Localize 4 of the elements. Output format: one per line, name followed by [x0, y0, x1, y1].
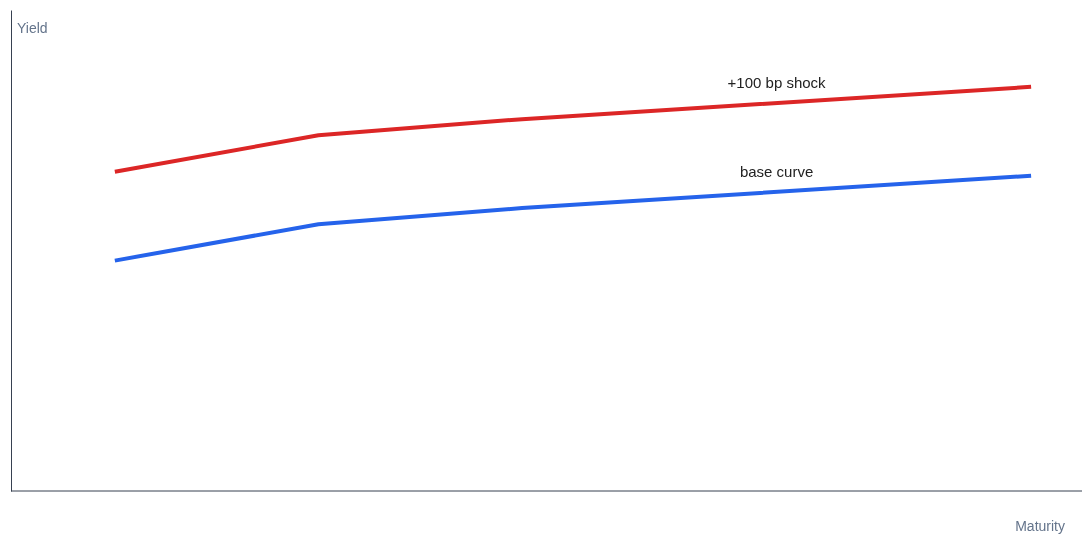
y-axis-title: Yield — [17, 20, 48, 36]
series-label: +100 bp shock — [727, 73, 827, 91]
x-axis-title: Maturity — [1015, 518, 1065, 534]
series-label: base curve — [739, 162, 814, 180]
